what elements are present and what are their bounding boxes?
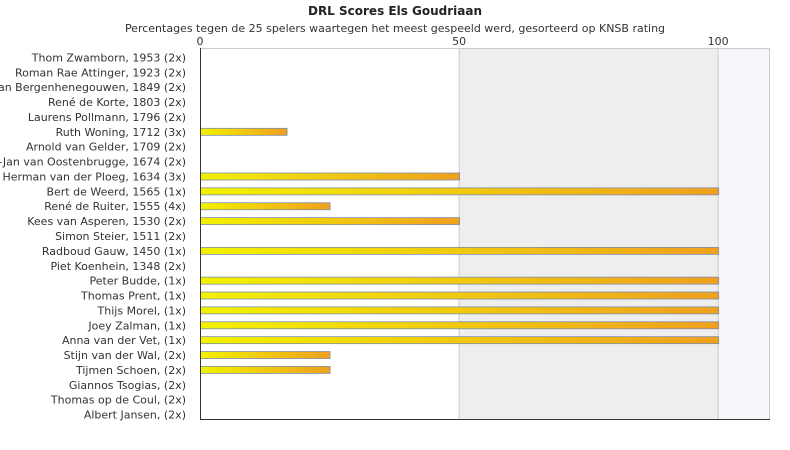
y-axis-labels: Thom Zwamborn, 1953 (2x) Roman Rae Atting… <box>0 51 186 421</box>
background-band <box>459 48 719 420</box>
category-label: Thomas op de Coul, (2x) <box>50 394 186 407</box>
category-label: Joey Zalman, (1x) <box>87 319 186 332</box>
plot-frame <box>200 48 770 420</box>
category-label: Simon Steier, 1511 (2x) <box>55 230 186 243</box>
bar <box>200 187 720 196</box>
x-axis-ticks: 0 50 100 <box>197 35 729 48</box>
category-label: Thomas Prent, (1x) <box>80 290 186 303</box>
background-band <box>200 48 460 420</box>
bar <box>200 306 720 315</box>
bar <box>200 336 720 345</box>
bar <box>200 127 288 136</box>
category-label: Giannos Tsogias, (2x) <box>69 379 186 392</box>
category-label: Tijmen Schoen, (2x) <box>75 364 186 377</box>
category-label: Laurens Pollmann, 1796 (2x) <box>28 111 186 124</box>
x-tick-label: 50 <box>452 35 466 48</box>
category-label: Arnold van Gelder, 1709 (2x) <box>26 141 186 154</box>
category-label: Herman van der Ploeg, 1634 (3x) <box>2 170 186 183</box>
bar <box>200 172 460 181</box>
bar <box>200 276 720 285</box>
bar <box>200 202 331 211</box>
category-label: Stijn van der Wal, (2x) <box>64 349 186 362</box>
bar <box>200 217 460 226</box>
category-label: Bert de Weerd, 1565 (1x) <box>46 185 186 198</box>
category-label: René de Ruiter, 1555 (4x) <box>44 200 186 213</box>
category-label: Radboud Gauw, 1450 (1x) <box>42 245 186 258</box>
bar <box>200 351 331 359</box>
category-label: Albert Jansen, (2x) <box>84 409 186 422</box>
gridlines <box>458 48 719 420</box>
background-band <box>718 48 770 420</box>
bar <box>200 366 331 374</box>
chart-title: DRL Scores Els Goudriaan <box>307 4 483 18</box>
category-label: Anna van der Vet, (1x) <box>62 334 186 347</box>
category-label: Jan van Bergenhenegouwen, 1849 (2x) <box>0 81 186 94</box>
bar <box>200 246 720 255</box>
category-label: Peter Budde, (1x) <box>90 275 186 288</box>
category-label: René de Korte, 1803 (2x) <box>48 96 186 109</box>
category-label: Roman Rae Attinger, 1923 (2x) <box>15 66 186 79</box>
bar <box>200 291 720 300</box>
chart-subtitle: Percentages tegen de 25 spelers waartege… <box>124 22 666 35</box>
category-label: Kees van Asperen, 1530 (2x) <box>27 215 186 228</box>
x-tick-label: 0 <box>197 35 204 48</box>
category-label: Gert-Jan van Oostenbrugge, 1674 (2x) <box>0 156 186 169</box>
category-label: Piet Koenhein, 1348 (2x) <box>50 260 186 273</box>
category-label: Ruth Woning, 1712 (3x) <box>56 126 186 139</box>
category-label: Thom Zwamborn, 1953 (2x) <box>31 51 186 64</box>
x-tick-label: 100 <box>708 35 729 48</box>
bar <box>200 321 720 330</box>
category-label: Thijs Morel, (1x) <box>97 304 186 317</box>
background-bands <box>200 48 770 420</box>
